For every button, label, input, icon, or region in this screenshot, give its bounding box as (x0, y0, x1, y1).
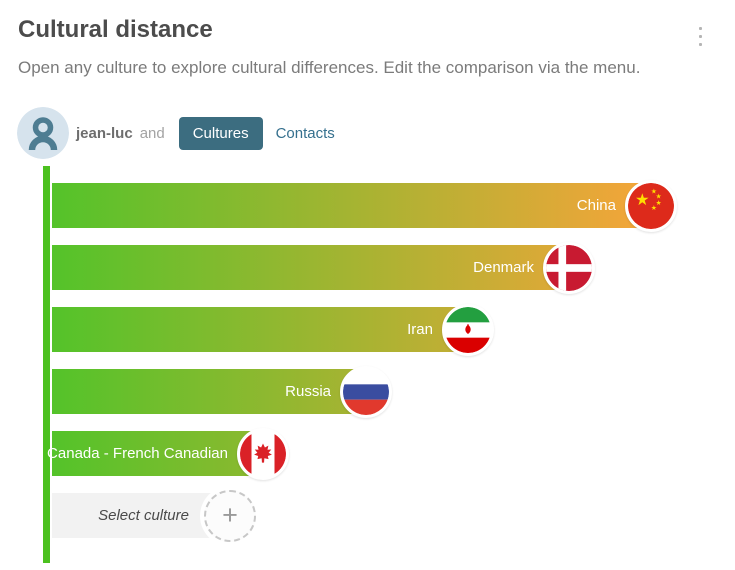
bar-label: Denmark (473, 259, 534, 276)
svg-text:★: ★ (635, 191, 650, 209)
bar-label: China (576, 197, 616, 214)
svg-text:★: ★ (656, 193, 662, 200)
user-avatar[interactable] (17, 107, 69, 159)
bar-label: Russia (285, 383, 331, 400)
tab-contacts[interactable]: Contacts (275, 124, 335, 142)
user-name: jean-luc (76, 124, 133, 142)
svg-text:★: ★ (651, 204, 657, 211)
culture-bar-china[interactable]: China ★ ★ ★ ★ ★ (52, 179, 677, 232)
culture-bar-russia[interactable]: Russia (52, 365, 392, 418)
person-icon (17, 107, 69, 159)
conjunction-text: and (139, 124, 165, 142)
kebab-menu-icon[interactable] (693, 22, 707, 50)
culture-bar-denmark[interactable]: Denmark (52, 241, 595, 294)
plus-icon[interactable]: + (204, 489, 256, 542)
russia-flag-icon (340, 365, 392, 418)
svg-text:★: ★ (651, 188, 657, 195)
comparison-header: jean-luc and Cultures Contacts (17, 107, 335, 159)
svg-text:★: ★ (656, 200, 662, 207)
denmark-flag-icon (543, 241, 595, 294)
chart-axis-line (43, 166, 50, 563)
select-culture-bar[interactable]: Select culture + (52, 489, 256, 542)
china-flag-icon: ★ ★ ★ ★ ★ (625, 179, 677, 232)
bar-label: Iran (407, 321, 433, 338)
select-culture-label: Select culture (98, 507, 189, 524)
page-subtitle: Open any culture to explore cultural dif… (18, 58, 641, 77)
bar-label: Canada - French Canadian (47, 445, 228, 462)
culture-bar-canada-french-canadian[interactable]: Canada - French Canadian (47, 427, 289, 480)
canada-flag-icon (237, 427, 289, 480)
tab-cultures[interactable]: Cultures (178, 116, 263, 150)
iran-flag-icon (442, 303, 494, 356)
page-title: Cultural distance (18, 16, 213, 43)
culture-bar-iran[interactable]: Iran (52, 303, 494, 356)
